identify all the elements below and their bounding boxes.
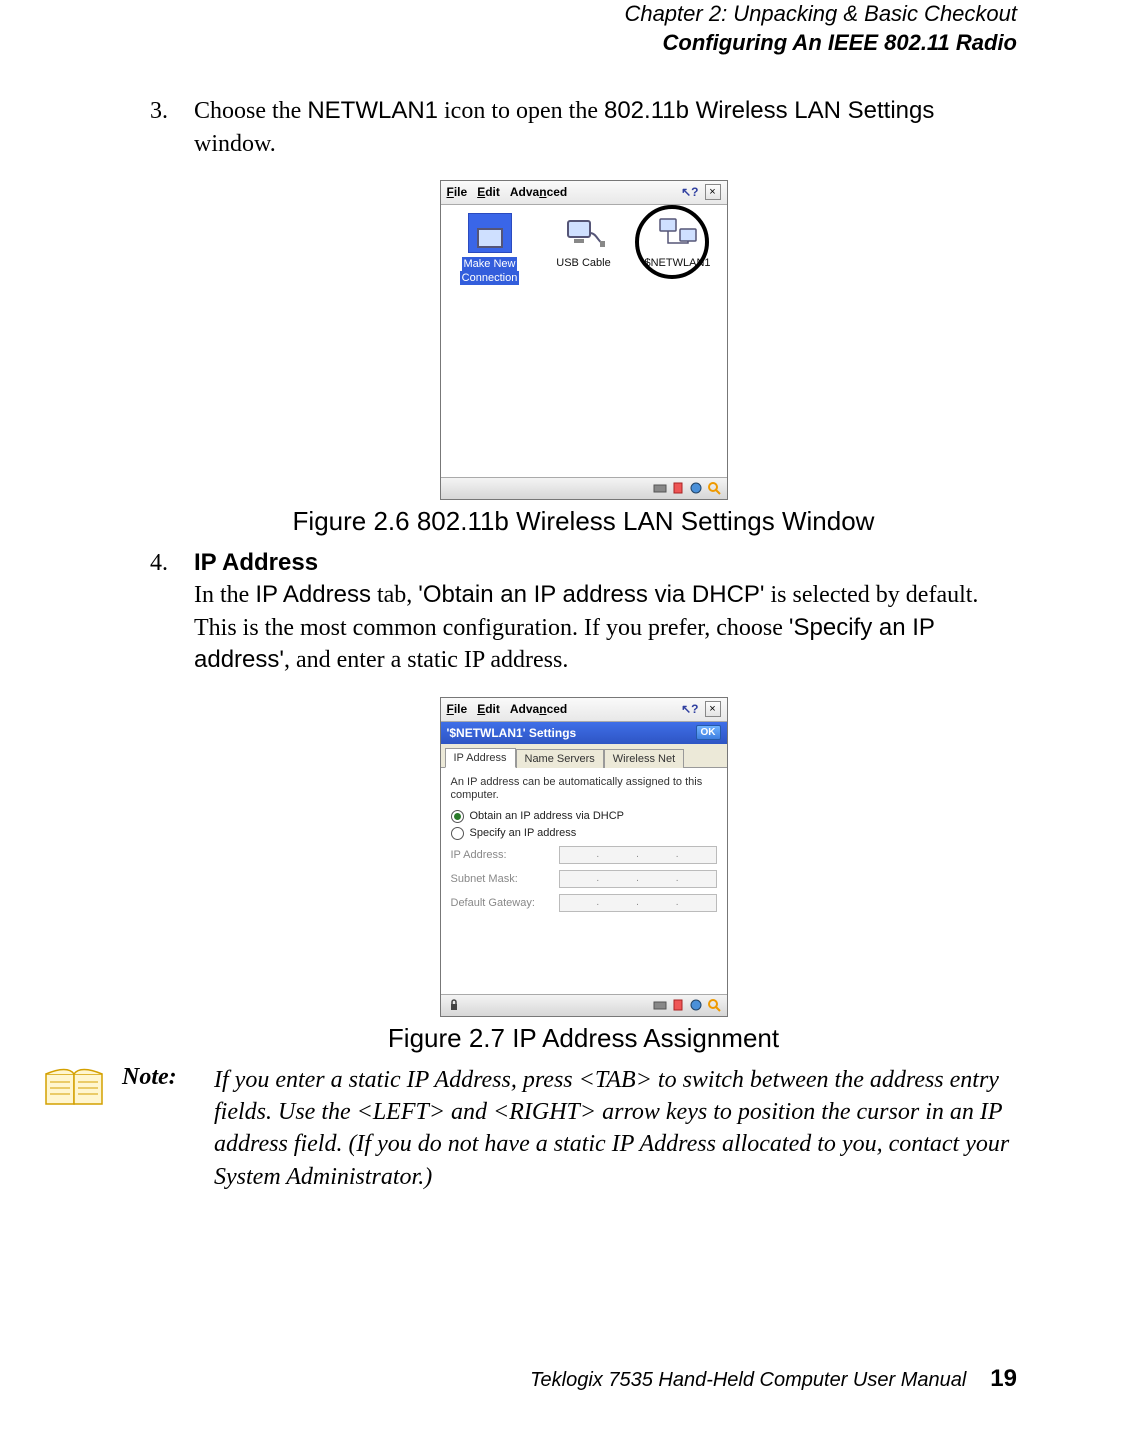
menu-file[interactable]: File	[447, 702, 468, 716]
usb-cable-icon	[562, 213, 606, 253]
keyword-netwlan1: NETWLAN1	[307, 97, 438, 124]
figure-2-6-caption: Figure 2.6 802.11b Wireless LAN Settings…	[150, 506, 1017, 537]
figure-2-7: File Edit Advanced ↖? × '$NETWLAN1' Sett…	[150, 697, 1017, 1017]
menu-file[interactable]: File	[447, 185, 468, 199]
tray-keyboard-icon	[653, 481, 667, 495]
taskbar	[441, 477, 727, 499]
menubar: File Edit Advanced ↖? ×	[441, 698, 727, 722]
note-icon	[40, 1064, 110, 1117]
subnet-mask-label: Subnet Mask:	[451, 873, 551, 885]
close-icon[interactable]: ×	[705, 701, 721, 717]
netwlan1[interactable]: $NETWLAN1	[635, 213, 721, 269]
tab-wireless-net[interactable]: Wireless Net	[604, 749, 684, 768]
menu-advanced[interactable]: Advanced	[510, 185, 567, 199]
make-new-label-1: Make New	[462, 257, 518, 271]
tray-doc-icon	[671, 481, 685, 495]
step-3: 3. Choose the NETWLAN1 icon to open the …	[150, 95, 1017, 160]
tab-name-servers[interactable]: Name Servers	[516, 749, 604, 768]
step-3-text: Choose the NETWLAN1 icon to open the 802…	[194, 95, 1017, 160]
text: In the	[194, 582, 255, 608]
window-title: '$NETWLAN1' Settings	[447, 726, 577, 740]
ip-settings-window: File Edit Advanced ↖? × '$NETWLAN1' Sett…	[440, 697, 728, 1017]
note-block: Note: If you enter a static IP Address, …	[40, 1064, 1017, 1194]
keyword-ip-address-tab: IP Address	[255, 581, 371, 608]
help-icon[interactable]: ↖?	[681, 185, 698, 199]
icons-row: Make New Connection USB Cable	[441, 205, 727, 293]
ip-address-label: IP Address:	[451, 849, 551, 861]
menu-advanced[interactable]: Advanced	[510, 702, 567, 716]
connections-window: File Edit Advanced ↖? × Make New Connect…	[440, 180, 728, 500]
tabs: IP Address Name Servers Wireless Net	[441, 744, 727, 768]
taskbar	[441, 994, 727, 1016]
header-section: Configuring An IEEE 802.11 Radio	[150, 29, 1017, 58]
netwlan1-label: $NETWLAN1	[635, 257, 721, 269]
default-gateway-field[interactable]: ...	[559, 894, 717, 912]
step-3-number: 3.	[150, 95, 194, 160]
keyword-settings-window: 802.11b Wireless LAN Settings	[604, 97, 934, 124]
ok-button[interactable]: OK	[696, 725, 721, 740]
netwlan1-icon	[656, 213, 700, 253]
panel-description: An IP address can be automatically assig…	[451, 776, 717, 802]
usb-cable-label: USB Cable	[541, 257, 627, 269]
tray-search-icon	[707, 481, 721, 495]
ip-address-row: IP Address: ...	[451, 846, 717, 864]
subnet-mask-field[interactable]: ...	[559, 870, 717, 888]
tray-lock-icon	[447, 998, 461, 1012]
subnet-mask-row: Subnet Mask: ...	[451, 870, 717, 888]
tray-world-icon	[689, 481, 703, 495]
text: icon to open the	[438, 98, 604, 124]
page-header: Chapter 2: Unpacking & Basic Checkout Co…	[150, 0, 1017, 57]
help-icon[interactable]: ↖?	[681, 702, 698, 716]
make-new-connection-icon	[468, 213, 512, 253]
step-4-text: In the IP Address tab, 'Obtain an IP add…	[194, 579, 1017, 676]
default-gateway-row: Default Gateway: ...	[451, 894, 717, 912]
tray-world-icon	[689, 998, 703, 1012]
step-4: 4. IP Address In the IP Address tab, 'Ob…	[150, 547, 1017, 677]
figure-2-7-caption: Figure 2.7 IP Address Assignment	[150, 1023, 1017, 1054]
menu-edit[interactable]: Edit	[477, 702, 500, 716]
step-4-number: 4.	[150, 547, 194, 677]
tray-search-icon	[707, 998, 721, 1012]
radio-dhcp-label: Obtain an IP address via DHCP	[470, 810, 624, 822]
radio-dhcp[interactable]	[451, 810, 464, 823]
ip-address-field[interactable]: ...	[559, 846, 717, 864]
step-4-content: IP Address In the IP Address tab, 'Obtai…	[194, 547, 1017, 677]
note-text: If you enter a static IP Address, press …	[214, 1064, 1017, 1194]
step-4-heading: IP Address	[194, 547, 1017, 579]
make-new-label-2: Connection	[460, 271, 520, 285]
text: , and enter a static IP address.	[284, 647, 568, 673]
figure-2-6: File Edit Advanced ↖? × Make New Connect…	[150, 180, 1017, 500]
text: Choose the	[194, 98, 307, 124]
default-gateway-label: Default Gateway:	[451, 897, 551, 909]
footer-text: Teklogix 7535 Hand-Held Computer User Ma…	[530, 1369, 966, 1392]
page-footer: Teklogix 7535 Hand-Held Computer User Ma…	[530, 1365, 1017, 1393]
header-chapter: Chapter 2: Unpacking & Basic Checkout	[150, 0, 1017, 29]
make-new-connection[interactable]: Make New Connection	[447, 213, 533, 285]
radio-specify-label: Specify an IP address	[470, 827, 577, 839]
titlebar: '$NETWLAN1' Settings OK	[441, 722, 727, 744]
tray-doc-icon	[671, 998, 685, 1012]
menubar: File Edit Advanced ↖? ×	[441, 181, 727, 205]
tab-ip-address[interactable]: IP Address	[445, 748, 516, 768]
menu-edit[interactable]: Edit	[477, 185, 500, 199]
text: window.	[194, 131, 276, 157]
close-icon[interactable]: ×	[705, 184, 721, 200]
radio-specify[interactable]	[451, 827, 464, 840]
tray-keyboard-icon	[653, 998, 667, 1012]
ip-panel: An IP address can be automatically assig…	[441, 768, 727, 926]
usb-cable[interactable]: USB Cable	[541, 213, 627, 269]
page-number: 19	[990, 1365, 1017, 1393]
keyword-obtain-dhcp: 'Obtain an IP address via DHCP'	[418, 581, 764, 608]
note-label: Note:	[122, 1064, 202, 1091]
radio-dhcp-row[interactable]: Obtain an IP address via DHCP	[451, 810, 717, 823]
radio-specify-row[interactable]: Specify an IP address	[451, 827, 717, 840]
text: tab,	[371, 582, 418, 608]
